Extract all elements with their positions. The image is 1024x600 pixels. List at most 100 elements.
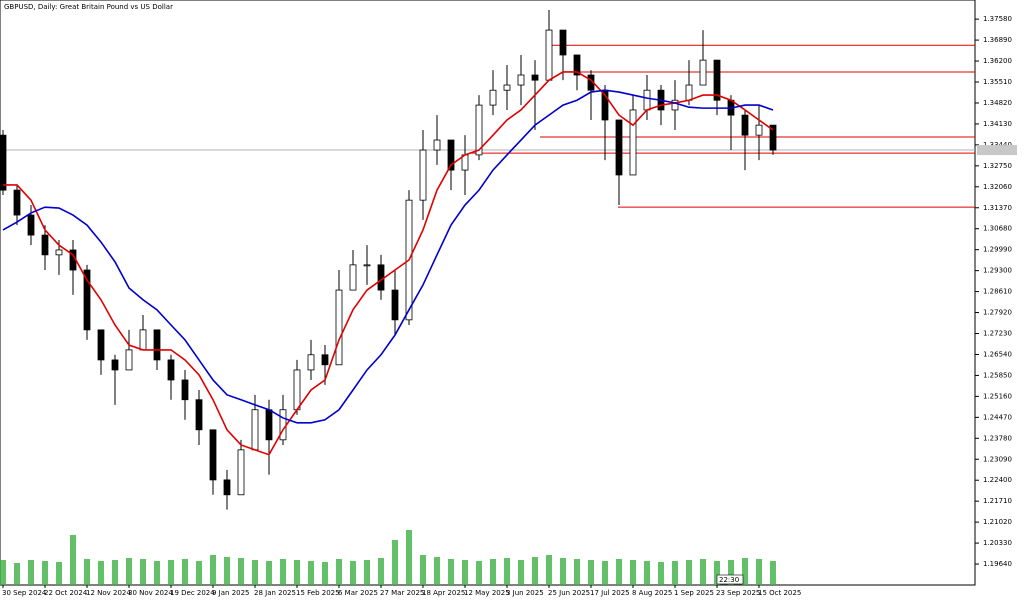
- volume-bar: [84, 559, 90, 585]
- y-tick-label: 1.22400: [983, 476, 1012, 484]
- x-tick-label: 23 Sep 2025: [716, 589, 760, 597]
- candle-body: [321, 354, 329, 366]
- candle-body: [475, 104, 483, 156]
- volume-bar: [756, 559, 762, 585]
- volume-bar: [182, 559, 188, 585]
- volume-bar: [462, 560, 468, 585]
- candle-body: [769, 124, 777, 151]
- volume-bar: [154, 561, 160, 585]
- y-tick-label: 1.21710: [983, 497, 1012, 505]
- volume-bar: [14, 563, 20, 585]
- y-tick-label: 1.27230: [983, 330, 1012, 338]
- candle-body: [125, 349, 133, 371]
- volume-bar: [378, 558, 384, 585]
- y-tick-label: 1.26540: [983, 350, 1012, 358]
- candle-body: [349, 264, 357, 291]
- volume-bar: [672, 561, 678, 585]
- candle-body: [391, 289, 399, 321]
- x-tick-label: 28 Jan 2025: [254, 589, 296, 597]
- volume-bar: [546, 555, 552, 585]
- candle-body: [643, 89, 651, 111]
- volume-bar: [714, 561, 720, 585]
- y-tick-label: 1.24470: [983, 413, 1012, 421]
- candle-body: [195, 399, 203, 431]
- volume-bar: [210, 555, 216, 585]
- volume-bar: [770, 561, 776, 585]
- volume-bar: [490, 559, 496, 585]
- time-marker-box: [716, 574, 744, 585]
- volume-bar: [196, 561, 202, 585]
- x-tick-label: 22 Oct 2024: [44, 589, 88, 597]
- y-tick-label: 1.32750: [983, 162, 1012, 170]
- x-tick-label: 25 Jun 2025: [548, 589, 590, 597]
- candle-body: [433, 139, 441, 151]
- x-tick-label: 9 Jan 2025: [212, 589, 250, 597]
- candle-body: [27, 214, 35, 236]
- x-tick-label: 15 Feb 2025: [296, 589, 340, 597]
- volume-bar: [28, 560, 34, 585]
- candle-body: [209, 429, 217, 481]
- volume-bar: [350, 561, 356, 585]
- y-tick-label: 1.20330: [983, 539, 1012, 547]
- volume-bar: [140, 559, 146, 585]
- y-tick-label: 1.19640: [983, 560, 1012, 568]
- x-tick-label: 19 Dec 2024: [170, 589, 215, 597]
- candle-body: [713, 59, 721, 101]
- volume-bar: [588, 560, 594, 585]
- y-tick-label: 1.23780: [983, 434, 1012, 442]
- volume-bar: [168, 560, 174, 585]
- candle-body: [279, 409, 287, 441]
- x-tick-label: 6 Mar 2025: [338, 589, 378, 597]
- candle-body: [559, 29, 567, 56]
- volume-bar: [630, 560, 636, 585]
- volume-bar: [70, 535, 76, 585]
- x-tick-label: 18 Apr 2025: [422, 589, 465, 597]
- y-tick-label: 1.27920: [983, 309, 1012, 317]
- candle-body: [503, 84, 511, 91]
- x-tick-label: 27 Mar 2025: [380, 589, 424, 597]
- y-tick-label: 1.34130: [983, 120, 1012, 128]
- time-marker: 22:30: [719, 576, 739, 584]
- candle-body: [307, 354, 315, 371]
- candle-body: [0, 134, 7, 191]
- volume-bar: [728, 560, 734, 585]
- y-tick-label: 1.28610: [983, 288, 1012, 296]
- y-tick-label: 1.21020: [983, 518, 1012, 526]
- candle-body: [741, 114, 749, 136]
- candle-body: [629, 109, 637, 176]
- y-tick-label: 1.31370: [983, 204, 1012, 212]
- volume-bar: [0, 560, 6, 585]
- candle-body: [615, 119, 623, 176]
- volume-bar: [700, 559, 706, 585]
- volume-bar: [686, 560, 692, 585]
- x-tick-label: 12 May 2025: [464, 589, 510, 597]
- candle-body: [293, 369, 301, 411]
- x-tick-label: 8 Aug 2025: [632, 589, 672, 597]
- volume-bar: [434, 557, 440, 585]
- volume-bar: [616, 559, 622, 585]
- volume-bar: [392, 540, 398, 585]
- x-tick-label: 30 Nov 2024: [128, 589, 173, 597]
- plot-frame: [0, 0, 976, 586]
- volume-bar: [280, 559, 286, 585]
- volume-bar: [504, 558, 510, 585]
- y-tick-label: 1.34820: [983, 99, 1012, 107]
- volume-bar: [742, 558, 748, 585]
- candle-body: [111, 359, 119, 371]
- volume-bar: [308, 561, 314, 585]
- candle-body: [755, 124, 763, 136]
- y-tick-label: 1.29990: [983, 246, 1012, 254]
- volume-bar: [266, 561, 272, 585]
- volume-bar: [126, 558, 132, 585]
- volume-bar: [56, 562, 62, 585]
- y-tick-label: 1.23090: [983, 455, 1012, 463]
- candle-body: [419, 149, 427, 201]
- volume-bar: [560, 558, 566, 585]
- y-tick-label: 1.30680: [983, 225, 1012, 233]
- x-tick-label: 1 Sep 2025: [674, 589, 714, 597]
- y-tick-label: 1.33440: [983, 141, 1012, 149]
- volume-bar: [238, 558, 244, 585]
- x-tick-label: 17 Jul 2025: [590, 589, 630, 597]
- y-tick-label: 1.32060: [983, 183, 1012, 191]
